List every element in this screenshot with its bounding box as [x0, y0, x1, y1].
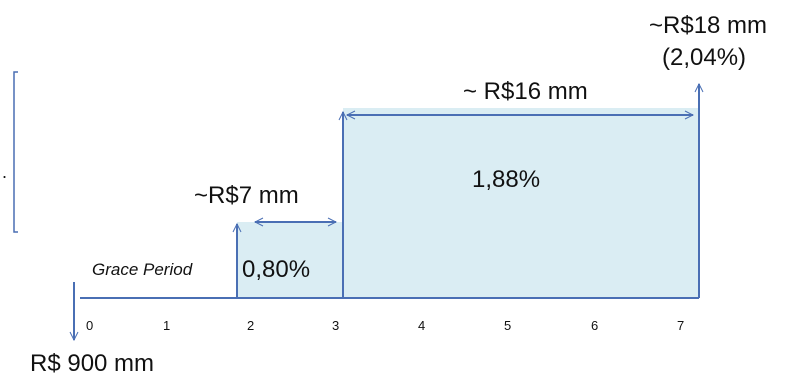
- side-bracket: [13, 71, 18, 233]
- grace-period-label: Grace Period: [92, 260, 193, 279]
- tick-label: 7: [677, 318, 685, 333]
- tick-label: 3: [332, 318, 340, 333]
- block-1-rate-label: 0,80%: [242, 256, 311, 283]
- block-1-area: [237, 222, 343, 298]
- final-amount-label: ~R$18 mm: [649, 12, 768, 39]
- block-2-area: [343, 108, 699, 298]
- tick-label: 2: [247, 318, 255, 333]
- tick-label: 6: [591, 318, 599, 333]
- tick-label: 5: [504, 318, 512, 333]
- block-2-rate-label: 1,88%: [472, 166, 541, 193]
- tick-label: 1: [163, 318, 171, 333]
- initial-amount-label: R$ 900 mm: [30, 350, 155, 377]
- tick-label: 4: [418, 318, 426, 333]
- final-rate-label: (2,04%): [662, 44, 747, 71]
- block-2-amount-label: ~ R$16 mm: [463, 78, 588, 105]
- side-marker: .: [2, 162, 8, 182]
- block-1-amount-label: ~R$7 mm: [194, 182, 299, 209]
- tick-label: 0: [86, 318, 94, 333]
